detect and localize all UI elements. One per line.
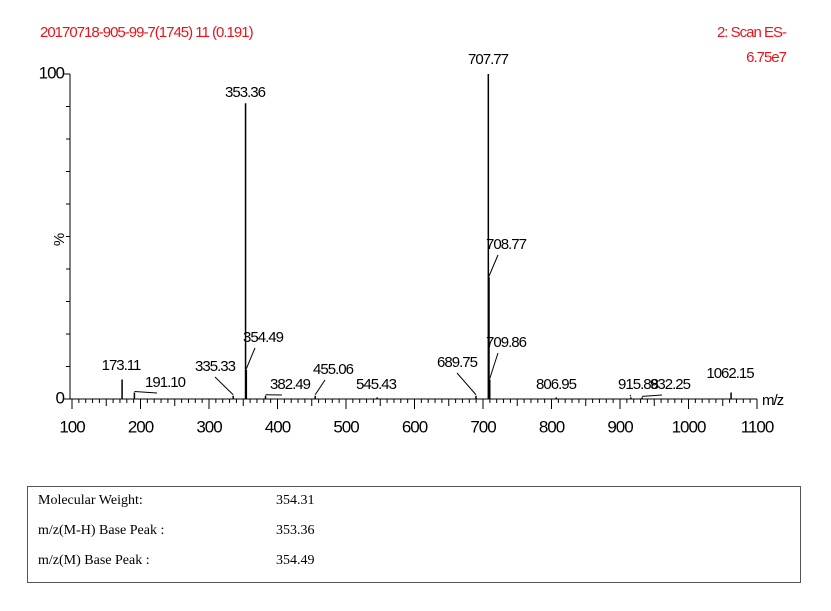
row-value: 354.31 xyxy=(276,493,315,508)
x-axis-label: m/z xyxy=(762,392,784,409)
leader xyxy=(489,352,499,379)
y-tick-label: 0 xyxy=(56,388,65,407)
x-tick-label: 600 xyxy=(402,417,428,436)
leader xyxy=(314,379,326,396)
x-tick-label: 500 xyxy=(333,417,359,436)
x-tick-label: 700 xyxy=(470,417,496,436)
scan-info: 2: Scan ES- xyxy=(717,24,787,41)
peak-label: 689.75 xyxy=(437,354,478,371)
x-tick-label: 300 xyxy=(196,417,222,436)
peak-label: 335.33 xyxy=(195,358,236,375)
peak-label: 915.88 xyxy=(618,376,659,393)
y-axis-label: % xyxy=(51,233,68,246)
peak-label: 806.95 xyxy=(536,376,577,393)
x-tick-label: 1100 xyxy=(741,417,774,436)
intensity: 6.75e7 xyxy=(746,49,787,66)
x-tick-label: 200 xyxy=(128,417,154,436)
peak-label: 353.36 xyxy=(225,84,266,101)
peak-label: 708.77 xyxy=(486,236,527,253)
leader xyxy=(456,372,477,396)
peak-label: 173.11 xyxy=(102,357,141,374)
x-tick-label: 1000 xyxy=(672,417,706,436)
x-tick-label: 800 xyxy=(539,417,565,436)
leader xyxy=(245,347,256,369)
peak-label: 382.49 xyxy=(270,376,311,393)
row-value: 354.49 xyxy=(276,553,315,568)
peak-label: 709.86 xyxy=(486,334,527,351)
leader xyxy=(488,254,499,277)
info-table: Molecular Weight: 354.31 m/z(M-H) Base Pea… xyxy=(27,486,801,583)
row-label: m/z(M) Base Peak : xyxy=(38,553,150,568)
leader xyxy=(214,376,234,396)
peak-label: 932.25 xyxy=(650,376,691,393)
leader xyxy=(642,394,663,397)
peak-label: 354.49 xyxy=(243,329,284,346)
x-tick-label: 400 xyxy=(265,417,291,436)
y-tick-label: 100 xyxy=(39,63,65,82)
row-value: 353.36 xyxy=(276,523,315,538)
row-label: m/z(M-H) Base Peak : xyxy=(38,523,165,538)
chart-title: 20170718-905-99-7(1745) 11 (0.191) xyxy=(40,24,254,41)
peak-label: 545.43 xyxy=(356,376,397,393)
peak-label: 191.10 xyxy=(145,374,186,391)
leader xyxy=(629,394,632,397)
peak-label: 1062.15 xyxy=(706,365,754,382)
peak-label: 455.06 xyxy=(313,361,354,378)
x-tick-label: 900 xyxy=(607,417,633,436)
leader xyxy=(134,391,158,394)
chart: 20170718-905-99-7(1745) 11 (0.191) 2: Sc… xyxy=(39,24,788,437)
peak-label: 707.77 xyxy=(468,51,509,68)
row-label: Molecular Weight: xyxy=(38,493,143,508)
x-tick-label: 100 xyxy=(59,417,85,436)
